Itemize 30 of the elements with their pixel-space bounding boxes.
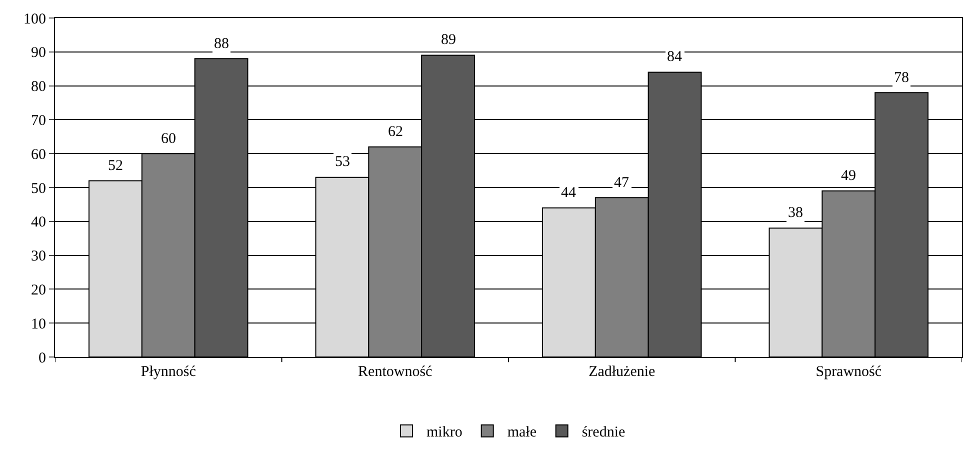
x-tick-label: Zadłużenie [588,364,656,380]
y-tick-label: 70 [31,112,46,129]
data-label: 49 [841,168,856,184]
x-tick-label: Płynność [140,364,196,380]
y-tick-label: 30 [31,248,46,265]
y-tick-label: 90 [31,45,46,62]
legend-label: mikro [426,424,462,441]
y-tick-label: 0 [38,350,46,366]
legend-label: średnie [582,424,626,441]
legend-label: małe [507,424,537,441]
data-label: 84 [667,49,682,65]
data-label: 88 [214,36,229,52]
x-tick-label: Rentowność [358,364,433,380]
x-tick-label: Sprawność [816,364,882,380]
data-label: 52 [108,158,123,174]
data-label: 78 [894,70,909,86]
y-tick-label: 80 [31,79,46,96]
y-tick-label: 10 [31,316,46,332]
data-label: 44 [561,185,576,201]
y-tick-label: 20 [31,282,46,298]
data-label: 60 [161,131,176,147]
data-label: 38 [788,205,803,221]
y-tick-label: 60 [31,146,46,163]
y-tick-label: 50 [31,180,46,197]
y-tick-label: 100 [24,11,46,28]
data-label: 89 [441,32,456,48]
data-label: 47 [614,175,630,191]
y-tick-label: 40 [31,214,46,231]
data-label: 62 [388,124,403,140]
data-label: 53 [335,154,350,170]
